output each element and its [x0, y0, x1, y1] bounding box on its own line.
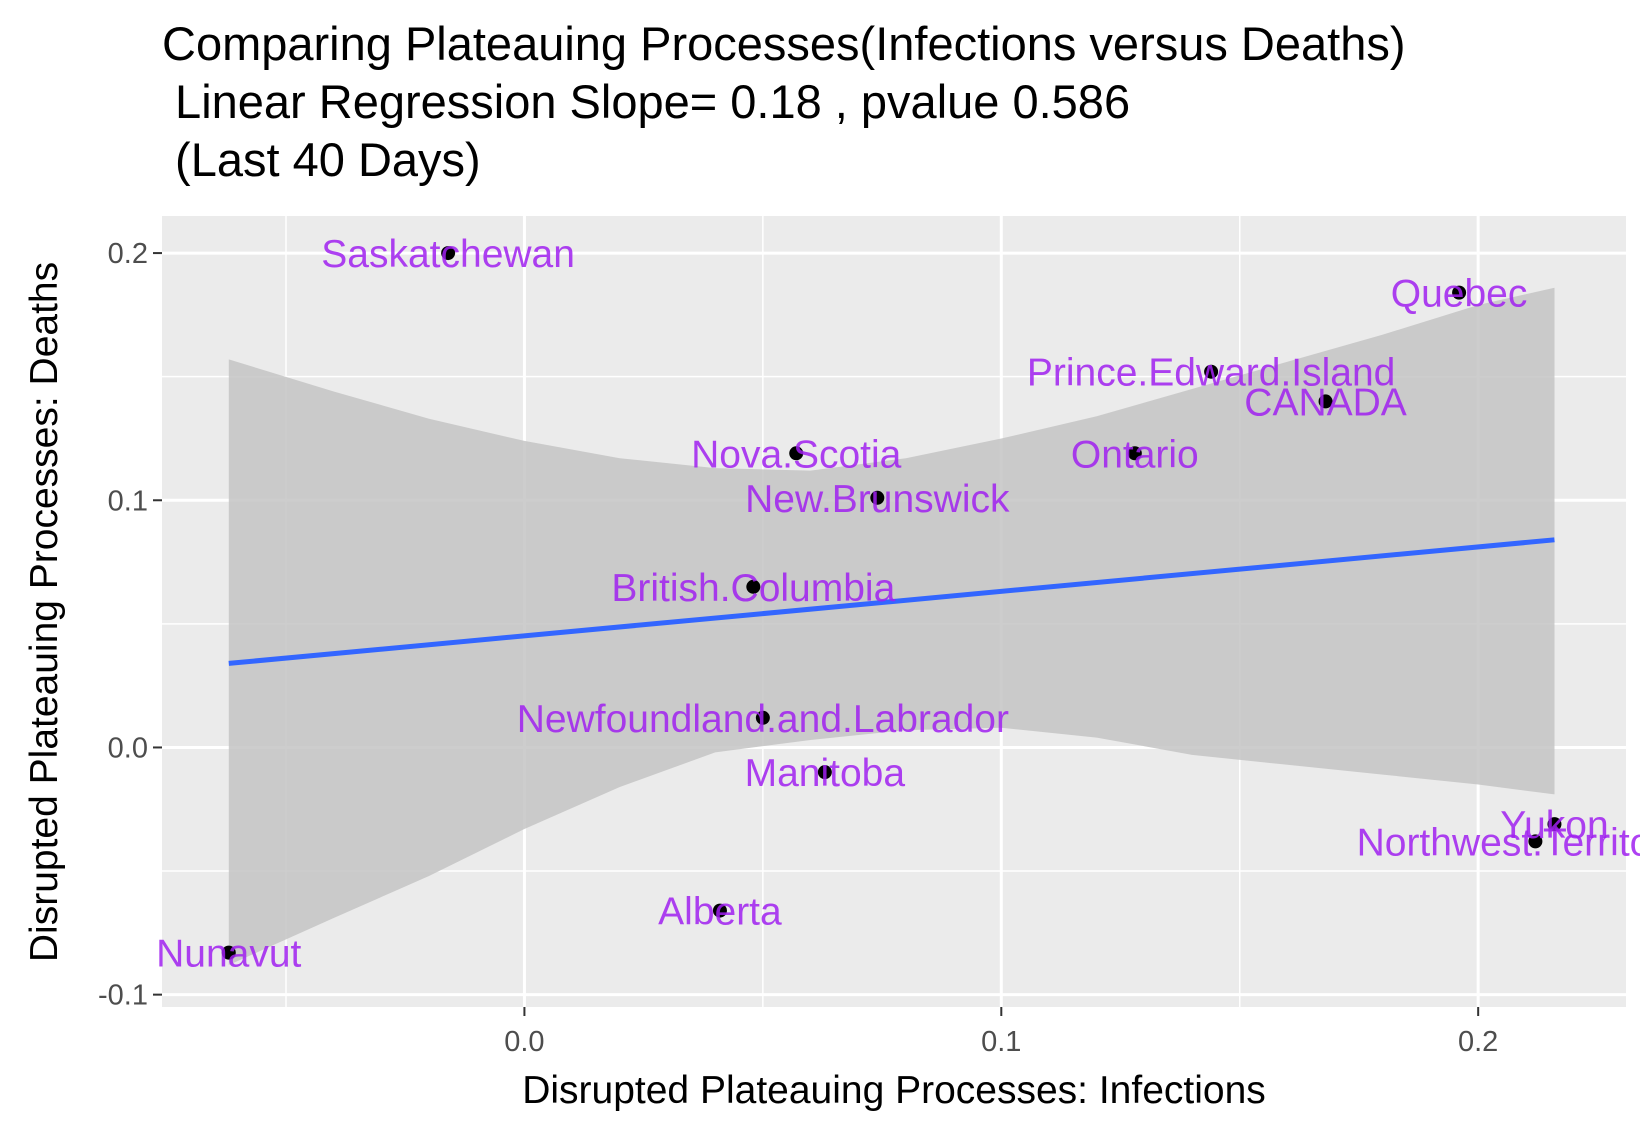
point-label-yukon: Yukon [1500, 804, 1608, 847]
confidence-band-layer [228, 287, 1555, 965]
point-nunavut [221, 945, 236, 960]
x-tick-label: 0.2 [1458, 1026, 1498, 1058]
point-labels: Saskatchewan Quebec Prince.Edward.IslandCA… [156, 233, 1640, 976]
point-ontario [1127, 446, 1142, 461]
confidence-band [228, 287, 1555, 965]
point-label-saskatchewan: Saskatchewan [321, 233, 575, 276]
point-label-canada: CANADA [1244, 381, 1407, 424]
y-tick-label: 0.1 [108, 485, 148, 517]
point-northwest-territories [1528, 834, 1543, 849]
point-quebec [1452, 285, 1467, 300]
regression-line [228, 537, 1555, 666]
point-prince-edward-island [1204, 364, 1219, 379]
point-new-brunswick [870, 490, 885, 505]
point-nova-scotia [789, 446, 804, 461]
point-label-newfoundland-and-labrador: Newfoundland.and.Labrador [517, 698, 1009, 741]
point-alberta [712, 903, 727, 918]
x-tick-label: 0.1 [981, 1026, 1021, 1058]
y-tick-label: 0.0 [108, 732, 148, 764]
chart-title-line-2: Linear Regression Slope= 0.18 , pvalue 0… [162, 75, 1130, 128]
chart-title-line-1: Comparing Plateauing Processes(Infection… [162, 17, 1405, 70]
point-saskatchewan [441, 246, 456, 261]
point-label-alberta: Alberta [658, 891, 782, 934]
point-yukon [1547, 817, 1562, 832]
y-axis-title: Disrupted Plateauing Processes: Deaths [23, 262, 66, 962]
regression-line-layer [228, 537, 1555, 666]
point-label-manitoba: Manitoba [745, 752, 906, 795]
point-label-british-columbia: British.Columbia [611, 567, 895, 610]
y-tick-label: -0.1 [98, 980, 148, 1012]
point-british-columbia [746, 579, 761, 594]
chart-title-line-3: (Last 40 Days) [162, 133, 481, 186]
point-label-new-brunswick: New.Brunswick [745, 478, 1010, 521]
axis-ticks: 0.0 0.1 0.2 0.2 0.1 0.0 -0.1 [98, 238, 1498, 1058]
point-label-prince-edward-island: Prince.Edward.Island [1027, 352, 1396, 395]
y-tick-label: 0.2 [108, 238, 148, 270]
point-label-nova-scotia: Nova.Scotia [691, 433, 902, 476]
point-newfoundland-and-labrador [755, 710, 770, 725]
data-points [221, 246, 1562, 960]
x-tick-label: 0.0 [504, 1026, 544, 1058]
point-label-northwest-territories: Northwest.Territories [1357, 821, 1640, 864]
point-manitoba [817, 765, 832, 780]
point-label-ontario: Ontario [1071, 433, 1199, 476]
point-canada [1318, 394, 1333, 409]
point-label-nunavut: Nunavut [156, 933, 301, 976]
x-axis-title: Disrupted Plateauing Processes: Infectio… [522, 1069, 1266, 1112]
point-label-quebec: Quebec [1391, 273, 1528, 316]
